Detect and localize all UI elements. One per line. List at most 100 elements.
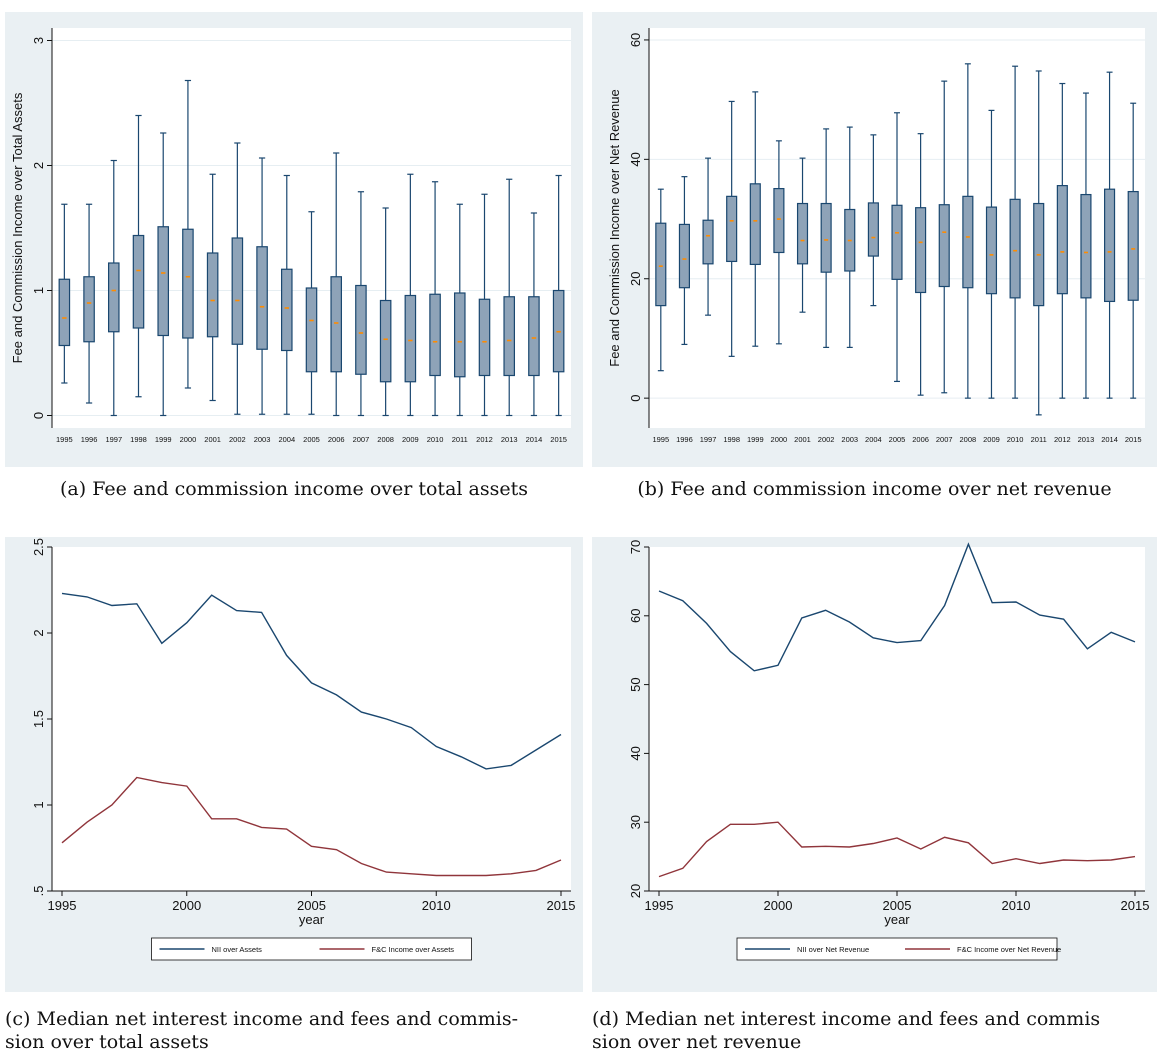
box-2014 (1104, 71, 1116, 399)
y-tick-label: 50 (628, 677, 643, 691)
iqr-box (773, 187, 785, 254)
box-2001 (796, 157, 809, 313)
box-1996 (83, 203, 95, 404)
box-2008 (962, 63, 974, 399)
box-2001 (206, 173, 219, 402)
x-tick-label: 1997 (700, 435, 717, 444)
x-tick-label: 2011 (452, 435, 468, 444)
series-line-1 (61, 592, 562, 770)
iqr-box (1104, 188, 1116, 303)
x-tick-label: 1995 (645, 898, 674, 913)
iqr-box (182, 228, 194, 339)
box-2002 (820, 128, 832, 349)
x-tick-label: 2010 (1007, 435, 1024, 444)
x-tick-label: 1995 (48, 898, 77, 913)
iqr-box (1080, 193, 1092, 299)
x-tick-label: 2005 (889, 435, 906, 444)
x-tick-label: 2010 (1002, 898, 1031, 913)
box-2000 (773, 140, 785, 345)
box-2004 (867, 134, 879, 307)
iqr-box (726, 195, 738, 263)
x-tick-label: 2012 (476, 435, 493, 444)
y-tick-label: .5 (31, 886, 46, 897)
iqr-box (231, 237, 244, 345)
box-1999 (749, 91, 761, 347)
x-tick-label: 1995 (652, 435, 669, 444)
x-tick-label: 2002 (229, 435, 246, 444)
box-2014 (528, 212, 540, 417)
box-2011 (1033, 70, 1045, 416)
y-tick-label: 40 (628, 746, 643, 760)
x-tick-label: 2010 (422, 898, 451, 913)
box-2005 (891, 112, 903, 383)
box-2009 (404, 173, 417, 417)
iqr-box (1056, 185, 1068, 295)
x-tick-label: 2002 (818, 435, 835, 444)
series-line-2 (61, 776, 562, 877)
x-tick-label: 2000 (180, 435, 197, 444)
boxplot-chart-a: 0 1 2 3 Fee and Commission Income over Total… (5, 12, 583, 467)
x-tick-label: 2007 (353, 435, 370, 444)
box-2013 (503, 178, 516, 417)
x-tick-label: 1996 (81, 435, 98, 444)
box-2005 (305, 211, 318, 415)
x-tick-label: 1996 (676, 435, 693, 444)
x-tick-label: 2013 (1078, 435, 1095, 444)
line-chart-d: 20 30 40 50 60 70 1995 2000 2005 2010 2015 year NII … (592, 537, 1157, 992)
panel-a: 0 1 2 3 Fee and Commission Income over Total… (5, 12, 583, 467)
caption-d-line1: (d) Median net interest income and fees … (592, 1008, 1101, 1030)
box-2008 (379, 207, 392, 417)
legend-label: F&C Income over Net Revenue (957, 945, 1061, 954)
iqr-box (1127, 190, 1139, 301)
box-2013 (1080, 92, 1092, 399)
iqr-box (429, 293, 441, 377)
x-tick-label: 1998 (130, 435, 147, 444)
y-tick-label: 20 (628, 884, 643, 898)
iqr-box (404, 294, 417, 383)
y-axis-label: Fee and Commission Income over Total Ass… (10, 92, 25, 363)
x-tick-label: 2004 (865, 435, 882, 444)
box-2015 (552, 174, 565, 417)
series-line-2 (658, 821, 1136, 878)
legend-box (736, 937, 1058, 961)
x-tick-label: 2014 (526, 435, 543, 444)
box-2003 (256, 157, 268, 415)
iqr-box (453, 292, 466, 378)
x-tick-label: 2006 (912, 435, 929, 444)
iqr-box (702, 219, 714, 265)
iqr-box (985, 206, 998, 295)
iqr-box (379, 299, 392, 383)
y-tick-label: 0 (31, 412, 46, 419)
iqr-box (83, 276, 95, 343)
box-1995 (58, 203, 71, 384)
x-tick-label: 2013 (501, 435, 518, 444)
iqr-box (206, 252, 219, 338)
box-2007 (938, 80, 950, 394)
x-tick-label: 2009 (983, 435, 1000, 444)
box-2006 (330, 152, 343, 417)
box-2012 (1056, 82, 1068, 399)
box-2015 (1127, 102, 1139, 399)
x-tick-label: 1995 (56, 435, 73, 444)
box-2000 (182, 79, 194, 389)
y-tick-label: 60 (628, 33, 643, 47)
y-tick-label: 1 (31, 801, 46, 808)
x-tick-label: 2003 (841, 435, 858, 444)
panel-b: 0 20 40 60 Fee and Commission Income over Ne… (592, 12, 1157, 467)
y-tick-label: 1 (31, 287, 46, 294)
caption-d-line2: sion over net revenue (592, 1031, 802, 1053)
y-tick-label: 0 (628, 395, 643, 402)
x-axis-label: year (884, 912, 910, 927)
x-tick-label: 2003 (254, 435, 271, 444)
x-tick-label: 2008 (960, 435, 977, 444)
x-tick-label: 2011 (1031, 435, 1047, 444)
caption-c-line1: (c) Median net interest income and fees … (5, 1008, 519, 1030)
iqr-box (503, 296, 516, 377)
x-tick-label: 2005 (303, 435, 320, 444)
x-tick-label: 2000 (172, 898, 201, 913)
iqr-box (107, 262, 120, 333)
x-tick-label: 2008 (377, 435, 394, 444)
box-2009 (985, 109, 998, 399)
x-tick-label: 2000 (764, 898, 793, 913)
x-tick-label: 2009 (402, 435, 419, 444)
